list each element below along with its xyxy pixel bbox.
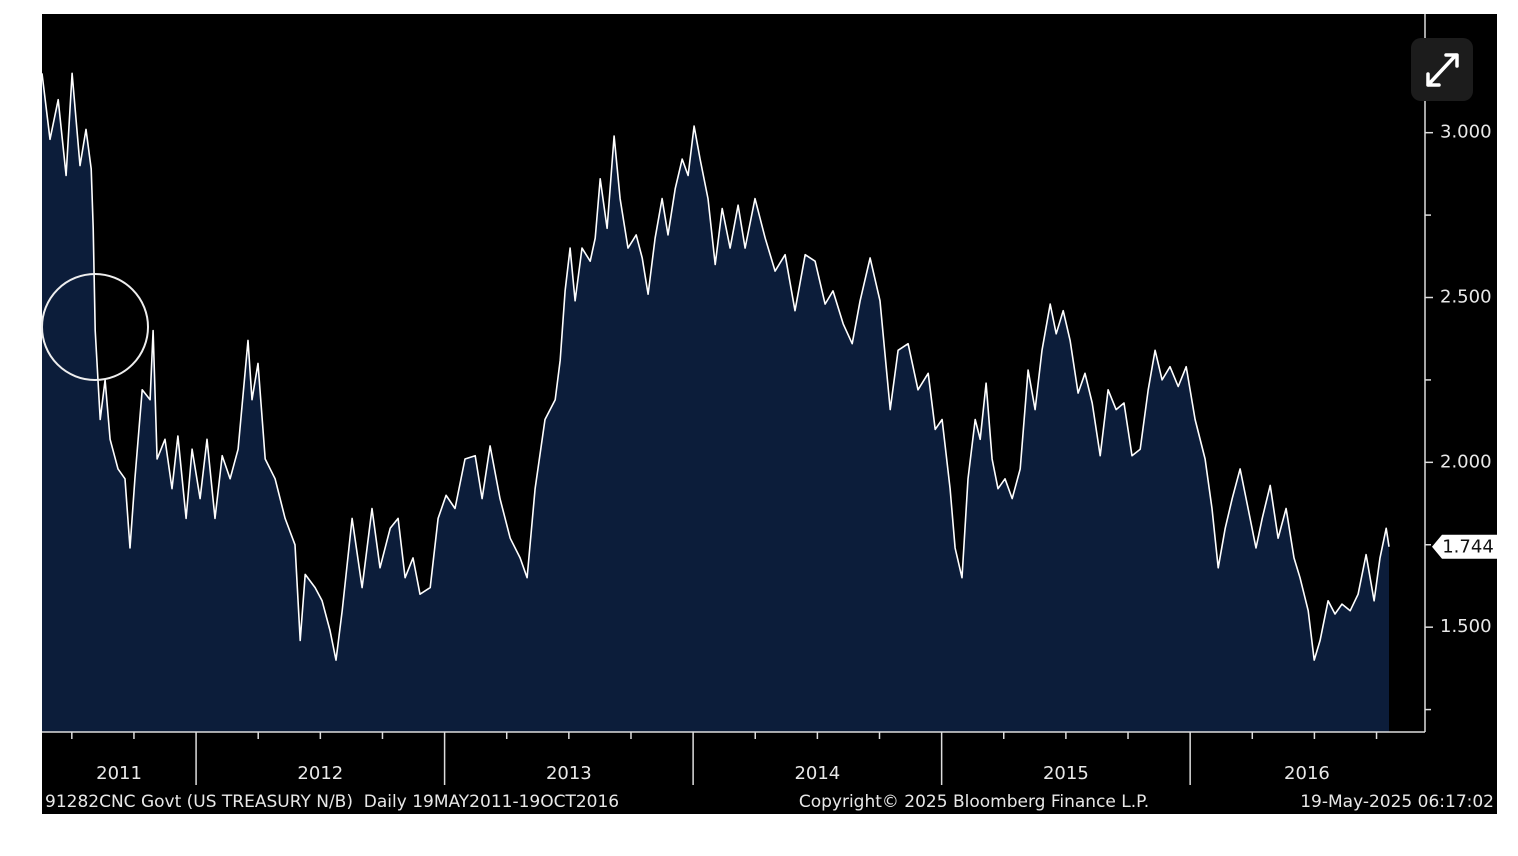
x-tick-label: 2016 bbox=[1284, 763, 1330, 784]
footer-center: Copyright© 2025 Bloomberg Finance L.P. bbox=[799, 792, 1149, 812]
last-value-label: 1.744 bbox=[1442, 537, 1494, 558]
expand-button[interactable] bbox=[1411, 38, 1473, 101]
footer-left: 91282CNC Govt (US TREASURY N/B) Daily 19… bbox=[45, 792, 619, 812]
y-tick-label: 2.000 bbox=[1440, 451, 1492, 472]
x-tick-label: 2014 bbox=[794, 763, 840, 784]
footer-right: 19-May-2025 06:17:02 bbox=[1300, 792, 1494, 812]
y-tick-label: 3.000 bbox=[1440, 122, 1492, 143]
y-tick-label: 2.500 bbox=[1440, 287, 1492, 308]
x-tick-label: 2015 bbox=[1043, 763, 1089, 784]
x-tick-label: 2012 bbox=[297, 763, 343, 784]
line bbox=[41, 72, 1390, 661]
area bbox=[42, 73, 1389, 733]
expand-icon bbox=[1426, 53, 1459, 87]
y-tick-label: 1.500 bbox=[1440, 616, 1492, 637]
annotation-circle bbox=[41, 273, 149, 381]
x-tick-label: 2011 bbox=[96, 763, 142, 784]
last-value-tag bbox=[1432, 534, 1497, 559]
x-tick-label: 2013 bbox=[546, 763, 592, 784]
